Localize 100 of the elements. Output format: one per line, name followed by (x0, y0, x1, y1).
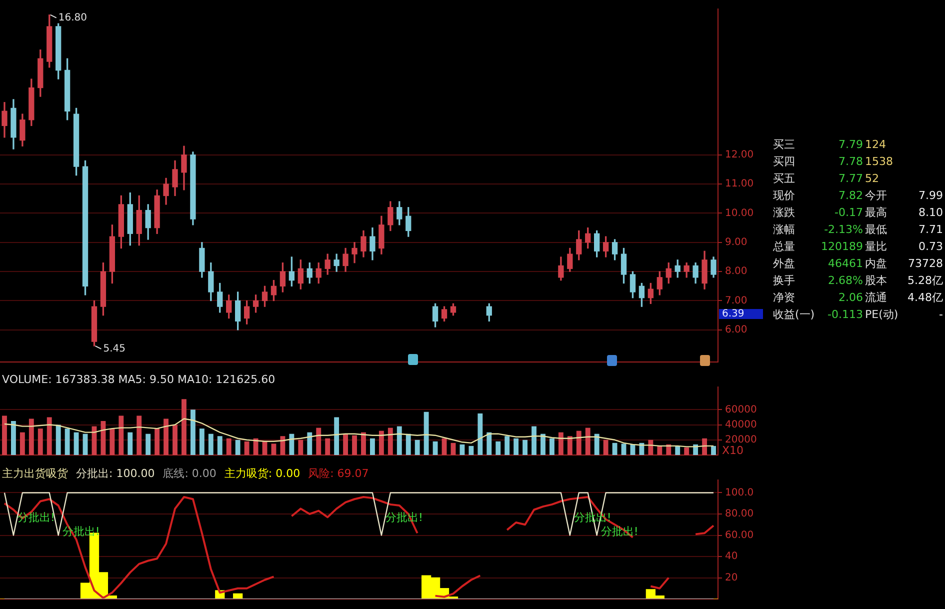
bar (325, 438, 330, 455)
bar (128, 432, 133, 455)
bar (217, 436, 222, 455)
chart-title: VOLUME: 167383.38 MA5: 9.50 MA10: 121625.60 (2, 373, 276, 386)
text: 买四 (773, 155, 795, 168)
bar (244, 441, 250, 455)
bar (603, 440, 608, 455)
text: 1538 (865, 155, 893, 168)
text: 买五 (773, 172, 795, 185)
text: 4.48亿 (908, 291, 943, 304)
bar (154, 428, 160, 455)
text: 流通 (865, 291, 887, 304)
bar (486, 432, 492, 455)
text: 底线: 0.00 (162, 467, 216, 480)
bar (549, 438, 554, 455)
bar (100, 421, 106, 455)
text: 0.73 (918, 240, 943, 253)
annotation: 5.45 (103, 344, 126, 355)
text: 7.77 (838, 172, 863, 185)
text: 股本 (865, 274, 887, 287)
bar (450, 442, 456, 455)
y-tick-label: 11.00 (725, 178, 754, 190)
text: 52 (865, 172, 879, 185)
bar (64, 428, 70, 455)
text: 主力吸货: 0.00 (224, 467, 300, 480)
bar (280, 436, 286, 455)
bar (514, 438, 519, 455)
text: 现价 (773, 189, 795, 202)
bar (271, 444, 276, 455)
text: - (939, 308, 943, 321)
bar (361, 432, 366, 455)
y-tick-label: 8.00 (725, 266, 748, 278)
text: 最低 (865, 223, 887, 236)
chart-title: 主力出货吸货 (2, 467, 68, 480)
text: 7.79 (838, 138, 863, 151)
bar (442, 438, 447, 455)
text: -2.13% (824, 223, 863, 236)
bar (496, 441, 501, 455)
text: 买三 (773, 138, 795, 151)
text: 2.06 (838, 291, 863, 304)
text: 7.71 (918, 223, 943, 236)
text: 涨跌 (773, 206, 795, 219)
text: 涨幅 (773, 223, 795, 236)
text: 7.99 (918, 189, 943, 202)
y-tick-label: 60000 (725, 404, 757, 416)
bar (657, 446, 662, 455)
text: 73728 (908, 257, 943, 270)
bar (118, 416, 124, 455)
bar (522, 440, 528, 455)
bar (396, 426, 402, 455)
y-tick-label: 40000 (725, 419, 757, 430)
bar (28, 418, 34, 455)
bar (532, 426, 536, 455)
y-tick-label: 6.00 (725, 324, 748, 336)
text: 6.39 (722, 308, 744, 320)
bar (540, 434, 546, 455)
bar (711, 446, 716, 455)
bar (10, 421, 16, 455)
bar (504, 436, 510, 455)
text: 外盘 (773, 257, 795, 270)
text: 5.28亿 (908, 274, 943, 287)
bar (208, 434, 214, 455)
bar (406, 434, 411, 455)
bar (334, 417, 340, 455)
series-label: 风险: 69.07 (308, 467, 369, 480)
bar (74, 432, 79, 455)
bar (2, 416, 7, 455)
bar (612, 442, 618, 455)
series-label: 分批出: 100.00 (76, 467, 155, 480)
text: 7.82 (838, 189, 863, 202)
y-tick-label: 60.00 (725, 530, 754, 541)
annotation: 16.80 (58, 12, 88, 24)
y-tick-label: 7.00 (725, 295, 748, 306)
bar (190, 410, 196, 455)
bar (585, 428, 590, 455)
text: 量比 (865, 240, 887, 253)
bar (56, 424, 61, 455)
text: PE(动) (865, 308, 898, 321)
bar (46, 417, 52, 455)
bar (235, 440, 240, 455)
text: 124 (865, 138, 886, 151)
bar (136, 416, 142, 455)
text: 内盘 (865, 257, 887, 270)
y-tick-label: 12.00 (725, 149, 754, 160)
text: 8.10 (918, 206, 943, 219)
bar (253, 438, 258, 455)
bar (343, 434, 348, 455)
text: -0.113 (828, 308, 863, 321)
y-tick-label: 40 (725, 551, 738, 562)
bar (567, 436, 572, 455)
bar (307, 432, 312, 455)
bar (289, 434, 294, 455)
bar (38, 428, 43, 455)
bar (20, 432, 25, 455)
text: 7.78 (838, 155, 863, 168)
text: 总量 (773, 240, 795, 253)
bar (594, 434, 600, 455)
bar (370, 438, 375, 455)
bar (226, 438, 232, 455)
bar (666, 444, 672, 455)
